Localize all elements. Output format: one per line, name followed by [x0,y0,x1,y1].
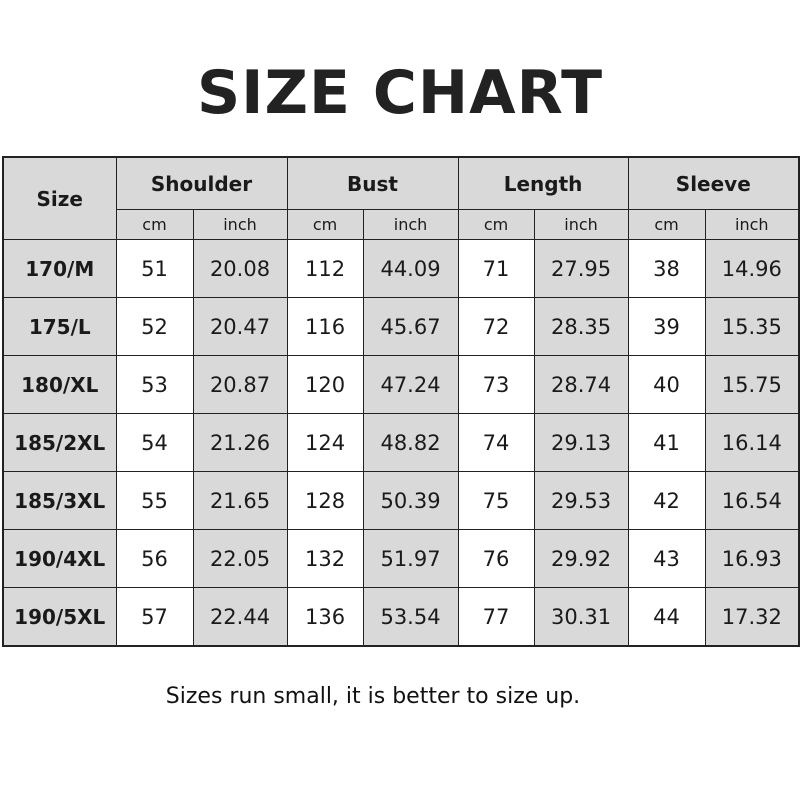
measurement-cell: 28.35 [533,297,629,356]
measurement-cell: 22.05 [192,529,288,588]
measurement-cell: 112 [286,239,364,298]
measurement-cell: 15.75 [704,355,800,414]
measurement-cell: 22.44 [192,587,288,647]
measurement-cell: 15.35 [704,297,800,356]
measurement-cell: 41 [627,413,706,472]
header-bust-cm: cm [286,209,364,240]
measurement-cell: 51.97 [362,529,459,588]
measurement-cell: 72 [457,297,535,356]
measurement-cell: 16.14 [704,413,800,472]
size-label-cell: 170/M [2,239,117,298]
measurement-cell: 20.87 [192,355,288,414]
measurement-cell: 38 [627,239,706,298]
measurement-cell: 53 [115,355,194,414]
header-shoulder-inch: inch [192,209,288,240]
measurement-cell: 76 [457,529,535,588]
size-label-cell: 180/XL [2,355,117,414]
measurement-cell: 136 [286,587,364,647]
measurement-cell: 43 [627,529,706,588]
header-shoulder: Shoulder [115,156,288,210]
header-sleeve: Sleeve [627,156,800,210]
measurement-cell: 73 [457,355,535,414]
measurement-cell: 48.82 [362,413,459,472]
header-length-cm: cm [457,209,535,240]
measurement-cell: 51 [115,239,194,298]
measurement-cell: 75 [457,471,535,530]
measurement-cell: 17.32 [704,587,800,647]
size-label-cell: 190/4XL [2,529,117,588]
measurement-cell: 44 [627,587,706,647]
measurement-cell: 16.93 [704,529,800,588]
header-bust: Bust [286,156,459,210]
size-note: Sizes run small, it is better to size up… [165,684,581,709]
size-label-cell: 175/L [2,297,117,356]
measurement-cell: 30.31 [533,587,629,647]
measurement-cell: 124 [286,413,364,472]
measurement-cell: 53.54 [362,587,459,647]
measurement-cell: 27.95 [533,239,629,298]
table-row: 190/4XL 56 22.05 132 51.97 76 29.92 43 16.93 [2,529,800,588]
size-chart-table: Size Shoulder Bust Length Sleeve cm inch cm in… [2,156,800,647]
size-label-cell: 185/3XL [2,471,117,530]
measurement-cell: 21.65 [192,471,288,530]
size-label-cell: 190/5XL [2,587,117,647]
measurement-cell: 40 [627,355,706,414]
measurement-cell: 20.47 [192,297,288,356]
measurement-cell: 77 [457,587,535,647]
measurement-cell: 47.24 [362,355,459,414]
measurement-cell: 39 [627,297,706,356]
measurement-cell: 56 [115,529,194,588]
size-label-cell: 185/2XL [2,413,117,472]
measurement-cell: 20.08 [192,239,288,298]
measurement-cell: 55 [115,471,194,530]
table-row: 190/5XL 57 22.44 136 53.54 77 30.31 44 17.32 [2,587,800,647]
measurement-cell: 120 [286,355,364,414]
measurement-cell: 21.26 [192,413,288,472]
measurement-cell: 28.74 [533,355,629,414]
header-bust-inch: inch [362,209,459,240]
measurement-cell: 16.54 [704,471,800,530]
measurement-cell: 116 [286,297,364,356]
measurement-cell: 45.67 [362,297,459,356]
header-size: Size [2,156,117,240]
measurement-cell: 14.96 [704,239,800,298]
table-row: 185/2XL 54 21.26 124 48.82 74 29.13 41 16.14 [2,413,800,472]
header-sleeve-inch: inch [704,209,800,240]
header-sleeve-cm: cm [627,209,706,240]
measurement-cell: 71 [457,239,535,298]
measurement-cell: 42 [627,471,706,530]
header-length-inch: inch [533,209,629,240]
measurement-cell: 29.53 [533,471,629,530]
measurement-cell: 44.09 [362,239,459,298]
measurement-cell: 132 [286,529,364,588]
measurement-cell: 29.92 [533,529,629,588]
measurement-cell: 54 [115,413,194,472]
table-row: 185/3XL 55 21.65 128 50.39 75 29.53 42 16.54 [2,471,800,530]
measurement-cell: 128 [286,471,364,530]
measurement-cell: 74 [457,413,535,472]
table-row: 170/M 51 20.08 112 44.09 71 27.95 38 14.96 [2,239,800,298]
table-row: 175/L 52 20.47 116 45.67 72 28.35 39 15.35 [2,297,800,356]
measurement-cell: 50.39 [362,471,459,530]
measurement-cell: 29.13 [533,413,629,472]
page-title: SIZE CHART [196,58,604,128]
measurement-cell: 57 [115,587,194,647]
header-shoulder-cm: cm [115,209,194,240]
measurement-cell: 52 [115,297,194,356]
table-row: 180/XL 53 20.87 120 47.24 73 28.74 40 15.75 [2,355,800,414]
header-length: Length [457,156,629,210]
